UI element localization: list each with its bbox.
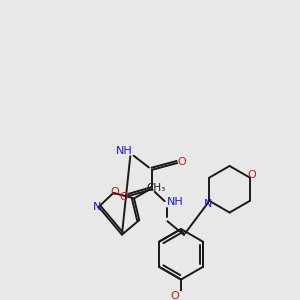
Text: NH: NH (167, 197, 184, 207)
Text: O: O (178, 157, 186, 167)
Text: O: O (110, 187, 119, 197)
Text: N: N (92, 202, 101, 212)
Text: N: N (204, 199, 213, 209)
Text: O: O (119, 192, 128, 202)
Text: NH: NH (116, 146, 132, 156)
Text: CH₃: CH₃ (146, 183, 166, 193)
Text: O: O (247, 170, 256, 180)
Text: O: O (171, 291, 180, 300)
